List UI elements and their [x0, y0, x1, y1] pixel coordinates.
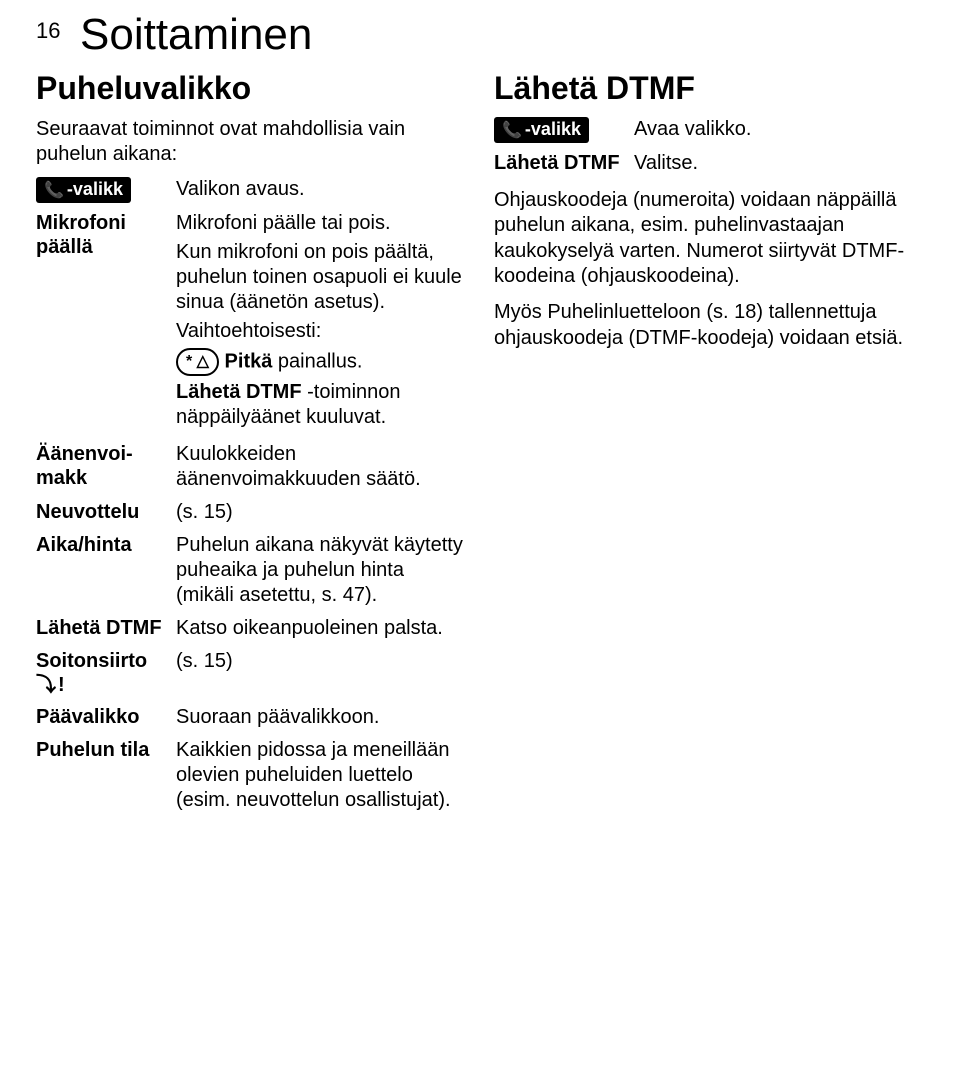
header-row: 16 Soittaminen: [36, 18, 924, 60]
desc-mikrofoni: Mikrofoni päälle tai pois. Kun mikrofoni…: [176, 211, 466, 434]
lead-paavalikko: Päävalikko: [36, 705, 176, 729]
softkey-label: -valikk: [67, 179, 123, 199]
pitka-after: painallus.: [272, 350, 362, 372]
row-soitonsiirto: Soitonsiirto ⤵! (s. 15): [36, 649, 466, 697]
softkey-button-right[interactable]: 📞-valikk: [494, 117, 589, 143]
mik-keyline: * △ Pitkä painallus.: [176, 348, 466, 376]
columns: Puheluvalikko Seuraavat toiminnot ovat m…: [36, 68, 924, 821]
right-para2: Myös Puhelinluetteloon (s. 18) tallennet…: [494, 300, 924, 351]
page-number: 16: [36, 18, 80, 44]
left-intro: Seuraavat toiminnot ovat mahdollisia vai…: [36, 117, 466, 167]
row-valikk: 📞-valikk Valikon avaus.: [36, 177, 466, 203]
star-key-icon: * △: [176, 348, 219, 376]
row-paavalikko: Päävalikko Suoraan päävalikkoon.: [36, 705, 466, 730]
desc-soitonsiirto: (s. 15): [176, 649, 466, 674]
mik-line1: Mikrofoni päälle tai pois.: [176, 211, 466, 236]
left-heading: Puheluvalikko: [36, 70, 466, 107]
phone-icon: 📞: [44, 181, 64, 200]
desc-aanenvoimakk: Kuulokkeiden äänenvoimakkuuden säätö.: [176, 442, 466, 492]
desc-valikk: Valikon avaus.: [176, 177, 466, 202]
lead-laheta-dtmf: Lähetä DTMF: [36, 616, 176, 640]
softkey-label-right: -valikk: [525, 119, 581, 139]
row-mikrofoni: Mikrofoni päällä Mikrofoni päälle tai po…: [36, 211, 466, 434]
mik-dtmf-line: Lähetä DTMF -toiminnon näppäilyäänet kuu…: [176, 380, 466, 430]
mik-line2: Kun mikrofoni on pois päältä, puhelun to…: [176, 240, 466, 315]
lead-neuvottelu: Neuvottelu: [36, 500, 176, 524]
lead-puhelun-tila: Puhelun tila: [36, 738, 176, 762]
right-heading: Lähetä DTMF: [494, 70, 924, 107]
lead-soitonsiirto: Soitonsiirto ⤵!: [36, 649, 176, 697]
phone-icon-right: 📞: [502, 121, 522, 140]
page-title: Soittaminen: [80, 10, 312, 60]
desc-neuvottelu: (s. 15): [176, 500, 466, 525]
desc-select-dtmf: Valitse.: [634, 151, 924, 176]
row-neuvottelu: Neuvottelu (s. 15): [36, 500, 466, 525]
desc-paavalikko: Suoraan päävalikkoon.: [176, 705, 466, 730]
softkey-button[interactable]: 📞-valikk: [36, 177, 131, 203]
soitonsiirto-label: Soitonsiirto: [36, 650, 147, 672]
row-laheta-dtmf: Lähetä DTMF Katso oikeanpuoleinen palsta…: [36, 616, 466, 641]
dtmf-bold: Lähetä DTMF: [176, 381, 302, 403]
desc-aikahinta: Puhelun aikana näkyvät käytetty puheaika…: [176, 533, 466, 608]
desc-laheta-dtmf: Katso oikeanpuoleinen palsta.: [176, 616, 466, 641]
row-open-menu: 📞-valikk Avaa valikko.: [494, 117, 924, 143]
mik-line3: Vaihtoehtoisesti:: [176, 319, 466, 344]
row-aikahinta: Aika/hinta Puhelun aikana näkyvät käytet…: [36, 533, 466, 608]
left-column: Puheluvalikko Seuraavat toiminnot ovat m…: [36, 68, 466, 821]
lead-mikrofoni: Mikrofoni päällä: [36, 211, 176, 259]
row-select-dtmf: Lähetä DTMF Valitse.: [494, 151, 924, 176]
row-aanenvoimakk: Äänenvoi-makk Kuulokkeiden äänenvoimakku…: [36, 442, 466, 492]
lead-open-menu: 📞-valikk: [494, 117, 634, 143]
right-column: Lähetä DTMF 📞-valikk Avaa valikko. Lähet…: [494, 68, 924, 821]
lead-aikahinta: Aika/hinta: [36, 533, 176, 557]
right-body: 📞-valikk Avaa valikko. Lähetä DTMF Valit…: [494, 117, 924, 351]
row-puhelun-tila: Puhelun tila Kaikkien pidossa ja meneill…: [36, 738, 466, 813]
pitka-label: Pitkä: [225, 350, 273, 372]
desc-open-menu: Avaa valikko.: [634, 117, 924, 142]
lead-aanenvoimakk: Äänenvoi-makk: [36, 442, 176, 490]
right-para1: Ohjauskoodeja (numeroita) voidaan näppäi…: [494, 188, 924, 290]
divert-icon: ⤵!: [36, 673, 65, 697]
page: 16 Soittaminen Puheluvalikko Seuraavat t…: [0, 0, 960, 849]
lead-valikk: 📞-valikk: [36, 177, 176, 203]
lead-select-dtmf: Lähetä DTMF: [494, 151, 634, 175]
desc-puhelun-tila: Kaikkien pidossa ja meneillään olevien p…: [176, 738, 466, 813]
